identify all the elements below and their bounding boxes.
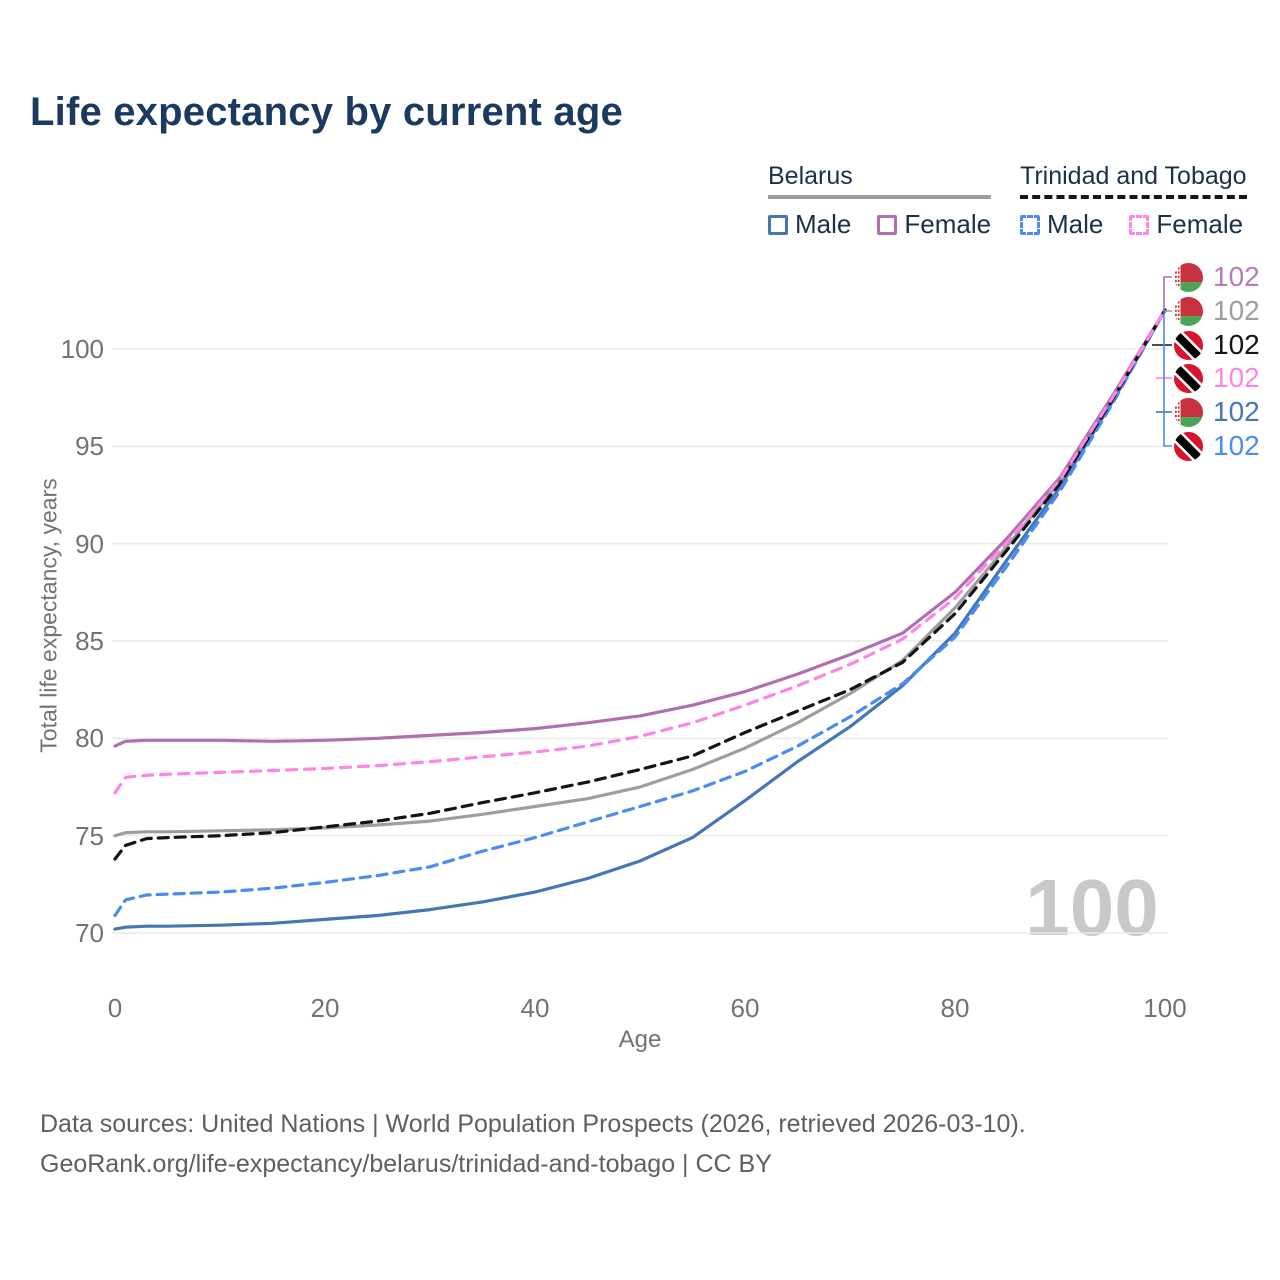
watermark-max-age: 100 — [1025, 863, 1159, 952]
legend-header-trinidad-and-tobago[interactable]: Trinidad and Tobago — [1020, 162, 1247, 199]
y-tick-label: 70 — [75, 918, 104, 948]
y-tick-label: 75 — [75, 820, 104, 851]
x-tick-label: 100 — [1143, 993, 1187, 1023]
flag-icon-trinidad-and-tobago — [1174, 431, 1203, 461]
series-line-trinidad-and-tobago-male — [113, 308, 1167, 918]
legend-item-belarus-female[interactable]: Female — [877, 209, 991, 240]
legend-group-trinidad-and-tobago: Trinidad and Tobago Male Female — [1020, 162, 1247, 240]
x-tick-label: 40 — [520, 993, 550, 1023]
endpoint-row: 102 — [1174, 397, 1260, 427]
legend-label: Male — [1047, 209, 1104, 239]
chart-title: Life expectancy by current age — [30, 90, 623, 134]
x-tick-label: 0 — [107, 993, 123, 1023]
legend-label: Female — [1156, 209, 1244, 239]
y-tick-label: 80 — [75, 723, 104, 754]
endpoint-row: 102 — [1174, 296, 1260, 326]
x-tick-label: 20 — [310, 993, 340, 1023]
flag-icon-belarus — [1174, 262, 1203, 292]
legend-label: Female — [904, 209, 992, 239]
endpoint-row: 102 — [1174, 330, 1260, 360]
legend-swatch-belarus-female — [877, 214, 898, 235]
x-tick-label: 60 — [730, 993, 760, 1023]
y-tick-label: 85 — [75, 626, 104, 656]
flag-icon-trinidad-and-tobago — [1174, 330, 1203, 360]
legend-item-tt-female[interactable]: Female — [1129, 209, 1243, 240]
legend-label: Male — [795, 209, 852, 239]
series-line-trinidad-and-tobago-all — [113, 308, 1167, 861]
legend-group-belarus: Belarus Male Female — [768, 162, 992, 240]
y-tick-label: 100 — [60, 334, 104, 364]
endpoint-value: 102 — [1213, 430, 1260, 461]
endpoint-connectors — [1152, 276, 1172, 447]
gridlines — [112, 348, 1168, 934]
x-axis-title: Age — [618, 1026, 662, 1053]
endpoint-value: 102 — [1213, 329, 1260, 360]
endpoint-row: 102 — [1174, 262, 1260, 292]
series-line-trinidad-and-tobago-female — [113, 308, 1167, 795]
flag-icon-belarus — [1174, 296, 1203, 326]
x-tick-label: 80 — [940, 993, 970, 1023]
legend-swatch-tt-female — [1129, 214, 1150, 235]
footer-attribution-link[interactable]: GeoRank.org/life-expectancy/belarus/trin… — [40, 1150, 772, 1178]
endpoint-value: 102 — [1213, 396, 1260, 427]
legend-header-belarus[interactable]: Belarus — [768, 162, 992, 199]
footer: Data sources: United Nations | World Pop… — [40, 1104, 1190, 1184]
legend-item-tt-male[interactable]: Male — [1020, 209, 1103, 240]
endpoint-value: 102 — [1213, 261, 1260, 292]
flag-icon-belarus — [1174, 397, 1203, 427]
y-tick-label: 95 — [75, 431, 104, 462]
footer-data-sources: Data sources: United Nations | World Pop… — [40, 1110, 1026, 1138]
endpoint-row: 102 — [1174, 363, 1260, 393]
series-line-belarus-all — [113, 308, 1167, 838]
endpoint-value: 102 — [1213, 362, 1260, 393]
series-line-belarus-female — [113, 308, 1167, 748]
series-line-belarus-male — [113, 308, 1167, 931]
legend-item-belarus-male[interactable]: Male — [768, 209, 851, 240]
flag-icon-trinidad-and-tobago — [1174, 363, 1203, 393]
legend-swatch-tt-male — [1020, 214, 1040, 235]
endpoint-value: 102 — [1213, 295, 1260, 326]
y-tick-label: 90 — [75, 528, 104, 559]
endpoint-row: 102 — [1174, 431, 1260, 461]
legend-swatch-belarus-male — [768, 214, 788, 235]
